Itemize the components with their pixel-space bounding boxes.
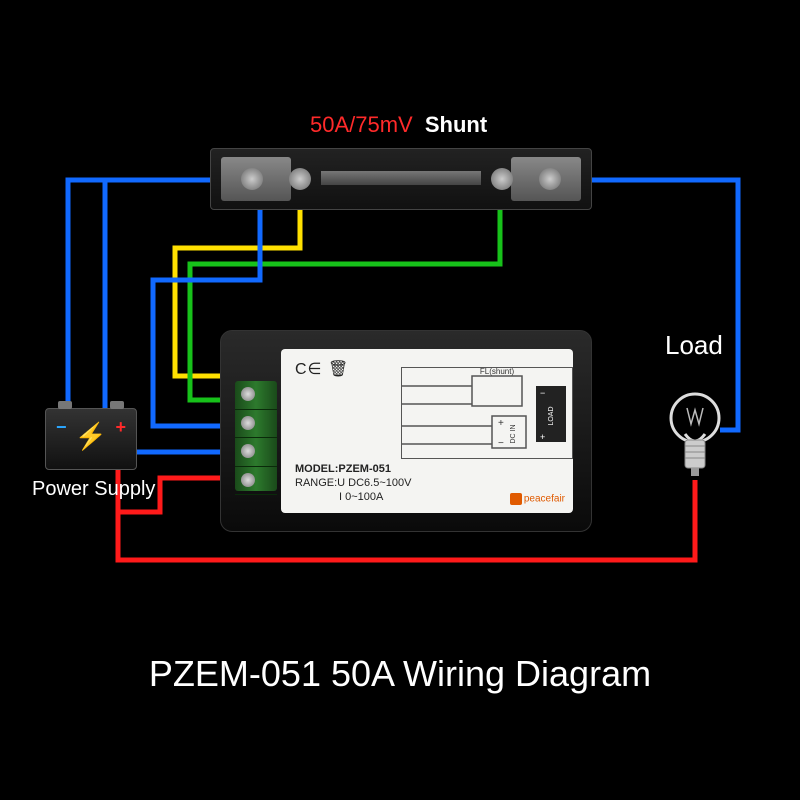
meter-range-u: RANGE:U DC6.5~100V [295,477,411,489]
meter-module: C∈ 🗑 FL(shunt) DC IN LOAD + − − + MODEL:… [220,330,592,532]
load-bulb-icon [665,390,725,480]
power-supply-label: Power Supply [32,478,155,501]
meter-terminals [235,381,277,491]
svg-text:+: + [540,432,545,442]
shunt-spec-label: 50A/75mV Shunt [310,112,487,138]
meter-range-i: I 0~100A [339,491,383,503]
svg-text:−: − [498,438,504,449]
svg-text:−: − [540,388,545,398]
svg-text:+: + [498,418,504,429]
power-supply-icon: − + ⚡ [45,408,137,470]
shunt-component [210,148,592,210]
load-label: Load [665,330,723,361]
meter-mini-schematic: FL(shunt) DC IN LOAD + − − + [401,367,573,459]
meter-label-plate: C∈ 🗑 FL(shunt) DC IN LOAD + − − + MODEL:… [281,349,573,513]
svg-text:FL(shunt): FL(shunt) [480,368,515,376]
diagram-title: PZEM-051 50A Wiring Diagram [0,653,800,695]
svg-text:LOAD: LOAD [548,406,555,425]
svg-text:DC IN: DC IN [510,424,517,443]
meter-model: MODEL:PZEM-051 [295,463,391,475]
